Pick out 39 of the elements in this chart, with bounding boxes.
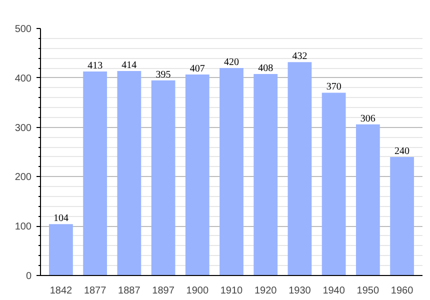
x-tick-label: 1877 — [84, 286, 107, 296]
x-tick-label: 1887 — [118, 286, 141, 296]
x-tick-label: 1842 — [50, 286, 73, 296]
x-tick-label: 1930 — [288, 286, 312, 296]
data-label: 104 — [53, 213, 68, 224]
x-tick-label: 1910 — [220, 286, 244, 296]
data-label: 432 — [292, 51, 308, 62]
y-tick-label: 200 — [14, 172, 32, 184]
data-label: 395 — [156, 69, 171, 80]
data-label: 414 — [122, 60, 137, 71]
x-tick-label: 1940 — [322, 286, 346, 296]
data-label: 240 — [394, 146, 410, 157]
data-label: 413 — [88, 60, 103, 72]
bar — [390, 156, 414, 276]
y-tick-label: 400 — [14, 73, 32, 84]
bar — [254, 74, 278, 276]
y-tick-label: 0 — [26, 271, 32, 282]
y-tick-label: 100 — [14, 222, 32, 233]
bar — [288, 62, 312, 276]
bar — [151, 80, 176, 276]
x-tick-label: 1960 — [390, 286, 414, 296]
y-tick-label: 500 — [14, 24, 32, 35]
x-tick-label: 1897 — [152, 286, 175, 296]
data-label: 306 — [360, 113, 376, 124]
bar — [220, 68, 244, 276]
bar — [83, 71, 108, 276]
x-tick-label: 1900 — [186, 286, 209, 296]
bar — [117, 70, 142, 276]
x-tick-label: 1950 — [356, 286, 380, 296]
x-tick-label: 1920 — [254, 286, 278, 296]
data-label: 420 — [224, 57, 239, 68]
bar — [49, 224, 73, 276]
bar — [356, 124, 380, 276]
data-label: 407 — [190, 63, 205, 74]
bar — [322, 92, 346, 276]
y-tick-label: 300 — [14, 122, 32, 134]
bar — [185, 74, 210, 276]
data-label: 370 — [326, 82, 342, 93]
data-label: 408 — [258, 62, 274, 74]
